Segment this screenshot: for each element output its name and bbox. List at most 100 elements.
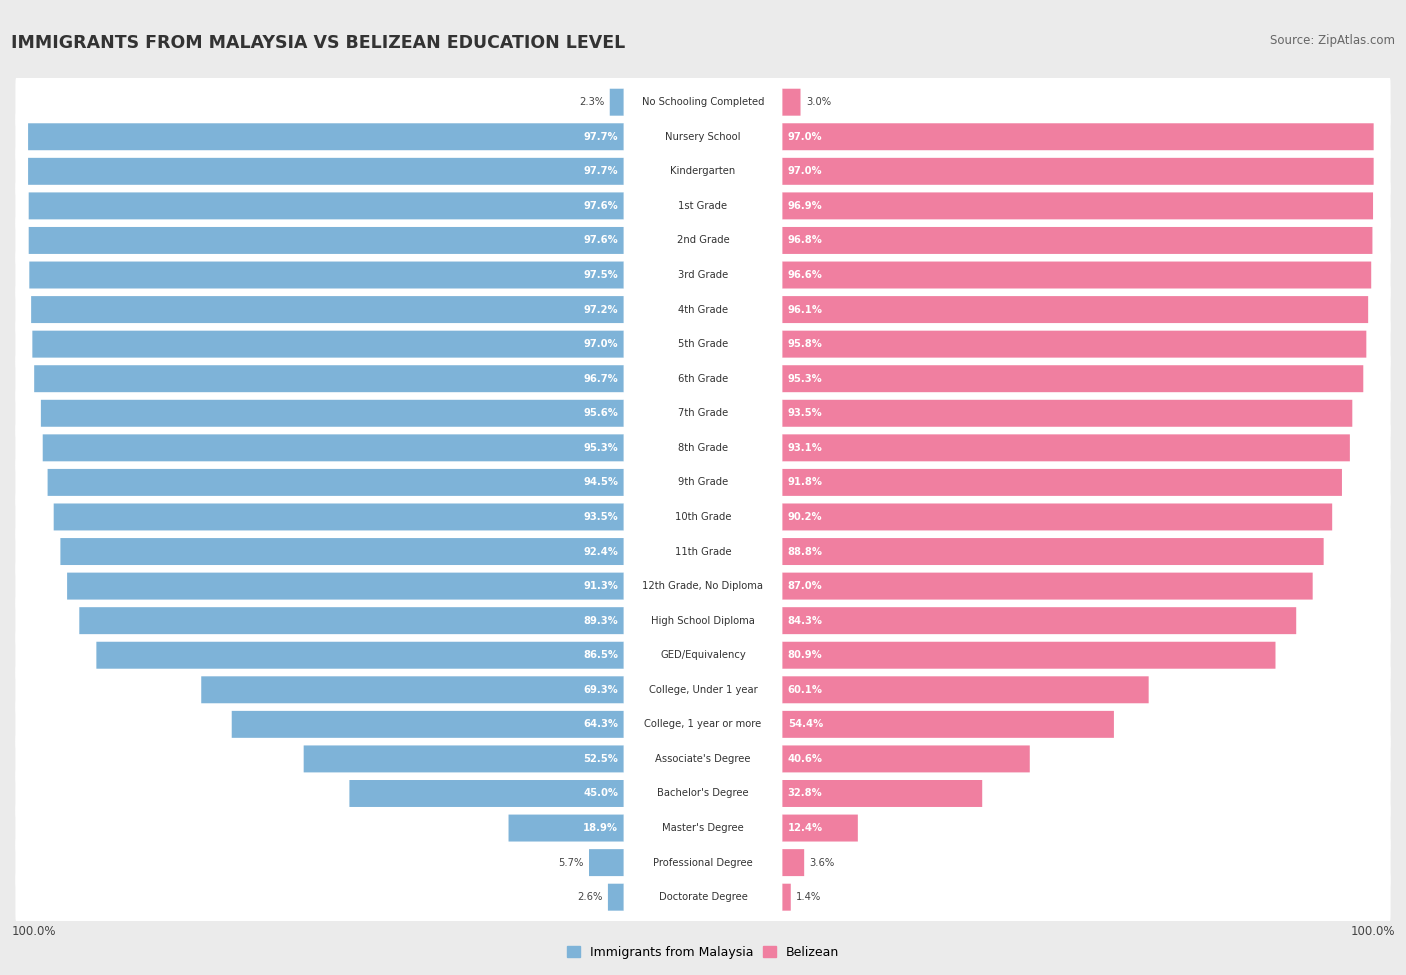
FancyBboxPatch shape — [624, 642, 782, 669]
Text: 5th Grade: 5th Grade — [678, 339, 728, 349]
FancyBboxPatch shape — [15, 835, 1391, 890]
Text: 95.6%: 95.6% — [583, 409, 619, 418]
Text: 93.5%: 93.5% — [583, 512, 619, 522]
Text: 96.8%: 96.8% — [787, 235, 823, 246]
FancyBboxPatch shape — [624, 677, 782, 703]
Text: 9th Grade: 9th Grade — [678, 478, 728, 488]
Text: 97.6%: 97.6% — [583, 235, 619, 246]
FancyBboxPatch shape — [15, 800, 1391, 856]
Text: 92.4%: 92.4% — [583, 547, 619, 557]
FancyBboxPatch shape — [28, 192, 624, 219]
Text: 52.5%: 52.5% — [583, 754, 619, 764]
Text: 2.3%: 2.3% — [579, 98, 605, 107]
FancyBboxPatch shape — [782, 607, 1296, 634]
Text: 69.3%: 69.3% — [583, 684, 619, 695]
Text: IMMIGRANTS FROM MALAYSIA VS BELIZEAN EDUCATION LEVEL: IMMIGRANTS FROM MALAYSIA VS BELIZEAN EDU… — [11, 34, 626, 52]
FancyBboxPatch shape — [15, 697, 1391, 752]
FancyBboxPatch shape — [782, 261, 1371, 289]
FancyBboxPatch shape — [624, 400, 782, 427]
FancyBboxPatch shape — [782, 780, 983, 807]
Text: 93.1%: 93.1% — [787, 443, 823, 452]
Text: 1.4%: 1.4% — [796, 892, 821, 902]
Text: 6th Grade: 6th Grade — [678, 373, 728, 384]
Text: 54.4%: 54.4% — [787, 720, 823, 729]
FancyBboxPatch shape — [232, 711, 624, 738]
Text: 97.0%: 97.0% — [787, 167, 823, 176]
FancyBboxPatch shape — [624, 572, 782, 600]
FancyBboxPatch shape — [624, 469, 782, 496]
Text: 2.6%: 2.6% — [576, 892, 602, 902]
FancyBboxPatch shape — [350, 780, 624, 807]
Text: 64.3%: 64.3% — [583, 720, 619, 729]
Text: Kindergarten: Kindergarten — [671, 167, 735, 176]
FancyBboxPatch shape — [79, 607, 624, 634]
Text: 3.0%: 3.0% — [806, 98, 831, 107]
Text: GED/Equivalency: GED/Equivalency — [661, 650, 745, 660]
Text: 2nd Grade: 2nd Grade — [676, 235, 730, 246]
Text: 96.6%: 96.6% — [787, 270, 823, 280]
Text: 97.2%: 97.2% — [583, 304, 619, 315]
FancyBboxPatch shape — [201, 677, 624, 703]
FancyBboxPatch shape — [15, 143, 1391, 199]
Text: 95.8%: 95.8% — [787, 339, 823, 349]
FancyBboxPatch shape — [15, 109, 1391, 165]
Text: 97.6%: 97.6% — [583, 201, 619, 211]
FancyBboxPatch shape — [509, 814, 624, 841]
Text: 90.2%: 90.2% — [787, 512, 823, 522]
FancyBboxPatch shape — [782, 192, 1374, 219]
FancyBboxPatch shape — [15, 74, 1391, 130]
FancyBboxPatch shape — [782, 538, 1323, 566]
FancyBboxPatch shape — [782, 366, 1364, 392]
FancyBboxPatch shape — [624, 711, 782, 738]
Text: High School Diploma: High School Diploma — [651, 615, 755, 626]
Text: 97.5%: 97.5% — [583, 270, 619, 280]
Text: 88.8%: 88.8% — [787, 547, 823, 557]
FancyBboxPatch shape — [624, 123, 782, 150]
FancyBboxPatch shape — [624, 89, 782, 116]
FancyBboxPatch shape — [624, 814, 782, 841]
FancyBboxPatch shape — [782, 677, 1149, 703]
FancyBboxPatch shape — [30, 261, 624, 289]
Text: 100.0%: 100.0% — [1350, 925, 1395, 938]
Text: 97.7%: 97.7% — [583, 132, 619, 141]
FancyBboxPatch shape — [48, 469, 624, 496]
FancyBboxPatch shape — [15, 662, 1391, 718]
Legend: Immigrants from Malaysia, Belizean: Immigrants from Malaysia, Belizean — [562, 941, 844, 964]
FancyBboxPatch shape — [15, 248, 1391, 302]
Text: 3rd Grade: 3rd Grade — [678, 270, 728, 280]
FancyBboxPatch shape — [15, 351, 1391, 407]
FancyBboxPatch shape — [610, 89, 624, 116]
FancyBboxPatch shape — [15, 870, 1391, 925]
FancyBboxPatch shape — [624, 434, 782, 461]
FancyBboxPatch shape — [782, 503, 1333, 530]
FancyBboxPatch shape — [15, 420, 1391, 476]
Text: 12.4%: 12.4% — [787, 823, 823, 833]
FancyBboxPatch shape — [28, 227, 624, 254]
Text: 11th Grade: 11th Grade — [675, 547, 731, 557]
FancyBboxPatch shape — [624, 849, 782, 877]
FancyBboxPatch shape — [60, 538, 624, 566]
Text: 5.7%: 5.7% — [558, 858, 583, 868]
Text: 18.9%: 18.9% — [583, 823, 619, 833]
FancyBboxPatch shape — [782, 158, 1374, 185]
Text: Doctorate Degree: Doctorate Degree — [658, 892, 748, 902]
Text: 45.0%: 45.0% — [583, 789, 619, 799]
Text: 1st Grade: 1st Grade — [679, 201, 727, 211]
FancyBboxPatch shape — [782, 746, 1029, 772]
Text: 97.7%: 97.7% — [583, 167, 619, 176]
FancyBboxPatch shape — [624, 331, 782, 358]
Text: 87.0%: 87.0% — [787, 581, 823, 591]
Text: Nursery School: Nursery School — [665, 132, 741, 141]
FancyBboxPatch shape — [589, 849, 624, 877]
Text: 96.7%: 96.7% — [583, 373, 619, 384]
Text: 96.9%: 96.9% — [787, 201, 823, 211]
FancyBboxPatch shape — [15, 731, 1391, 787]
Text: 12th Grade, No Diploma: 12th Grade, No Diploma — [643, 581, 763, 591]
FancyBboxPatch shape — [782, 883, 790, 911]
FancyBboxPatch shape — [782, 296, 1368, 323]
FancyBboxPatch shape — [624, 746, 782, 772]
FancyBboxPatch shape — [624, 366, 782, 392]
FancyBboxPatch shape — [53, 503, 624, 530]
FancyBboxPatch shape — [15, 386, 1391, 441]
FancyBboxPatch shape — [624, 158, 782, 185]
